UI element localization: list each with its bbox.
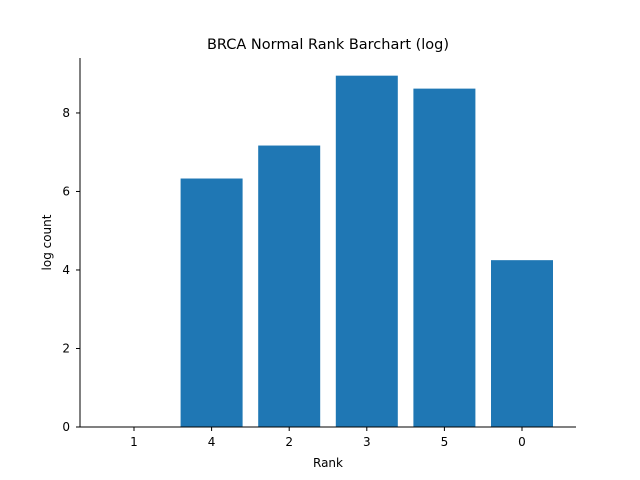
y-tick-label: 0 [62, 420, 70, 434]
chart-title: BRCA Normal Rank Barchart (log) [207, 37, 449, 53]
x-axis-ticks: 1 4 2 3 5 0 [130, 427, 526, 449]
bar-rank-3 [335, 75, 398, 428]
y-tick-label: 6 [62, 184, 70, 198]
bar-rank-0 [491, 260, 553, 427]
bars-group [180, 75, 553, 428]
x-tick-label: 2 [285, 435, 293, 449]
bar-rank-5 [413, 88, 476, 428]
x-tick-label: 4 [208, 435, 216, 449]
y-axis-ticks: 0 2 4 6 8 [62, 106, 80, 434]
y-tick-label: 4 [62, 263, 70, 277]
x-tick-label: 3 [363, 435, 371, 449]
y-axis-label: log count [40, 214, 54, 270]
x-tick-label: 5 [441, 435, 449, 449]
bar-rank-2 [258, 145, 321, 427]
x-tick-label: 1 [130, 435, 138, 449]
y-tick-label: 8 [62, 106, 70, 120]
x-axis-label: Rank [313, 456, 343, 470]
x-tick-label: 0 [518, 435, 526, 449]
bar-rank-4 [180, 178, 243, 427]
y-tick-label: 2 [62, 341, 70, 355]
